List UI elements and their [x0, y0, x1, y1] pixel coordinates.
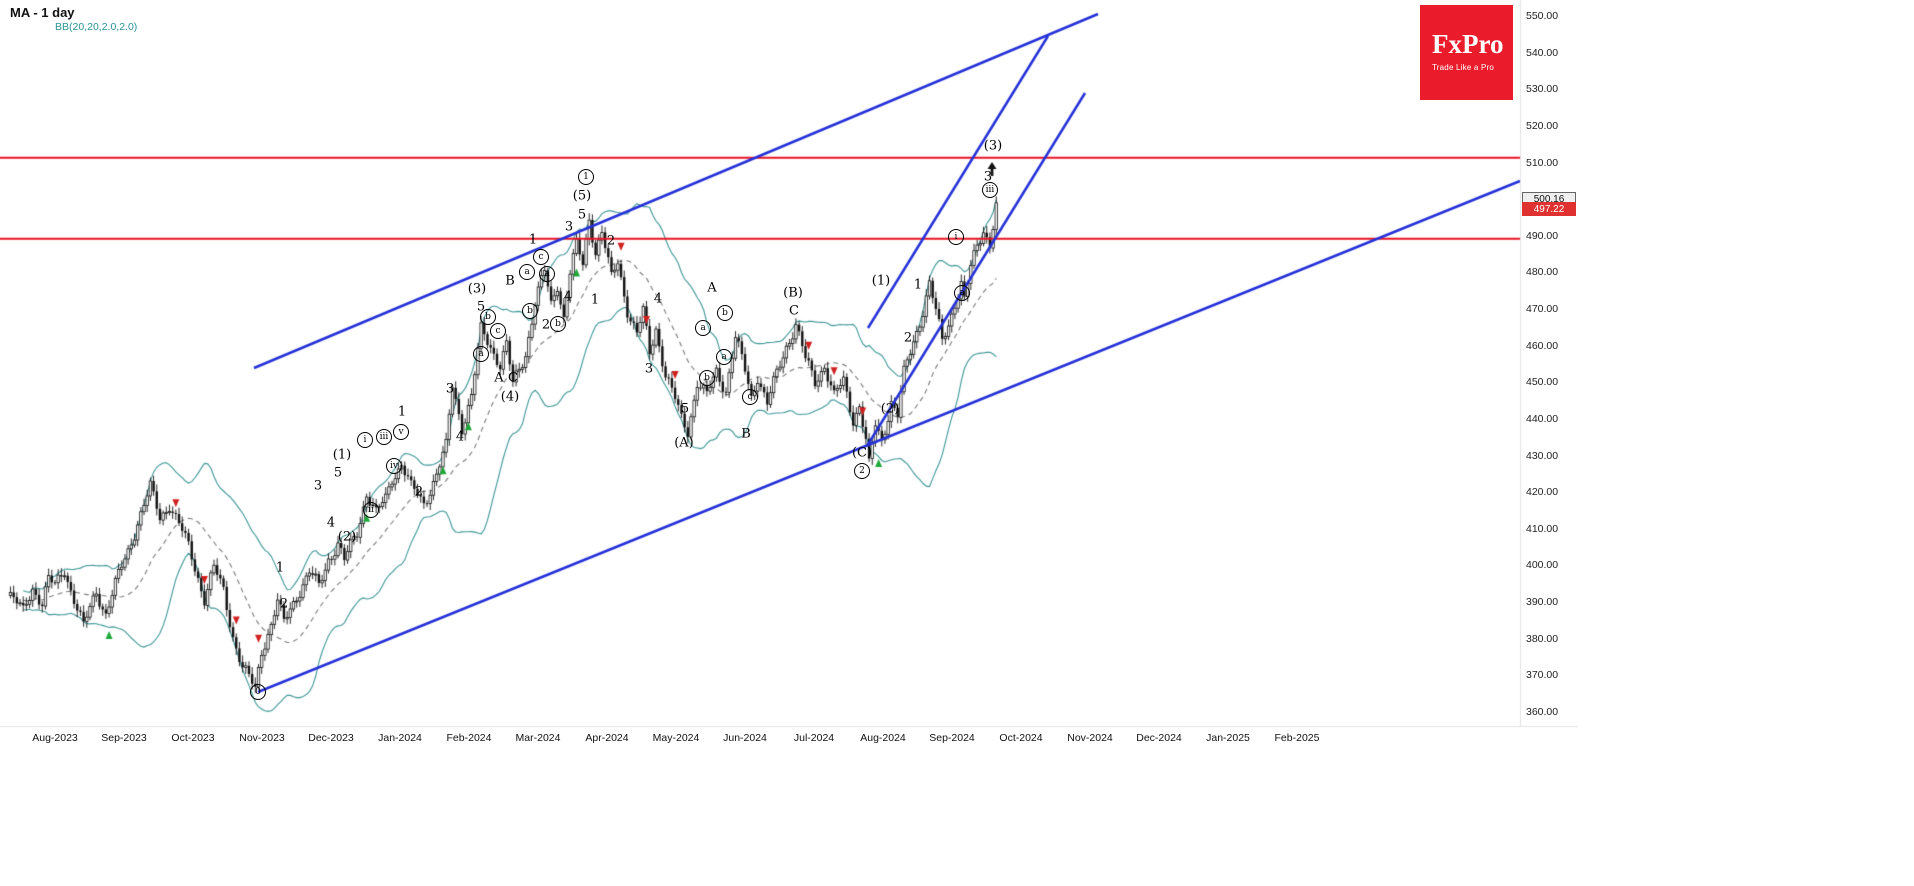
fxpro-brand-text: FxPro	[1432, 29, 1504, 59]
price-tick-label: 400.00	[1526, 559, 1559, 572]
price-tick-label: 540.00	[1526, 46, 1559, 59]
month-label: Jun-2024	[723, 732, 767, 744]
month-label: Nov-2024	[1067, 732, 1113, 744]
indicator-label: BB(20,20,2.0,2.0)	[55, 21, 138, 33]
price-tick-label: 490.00	[1526, 229, 1559, 242]
price-tick-label: 360.00	[1526, 705, 1559, 718]
price-tick-label: 450.00	[1526, 376, 1559, 389]
price-tick-label: 550.00	[1526, 10, 1559, 22]
price-tick-label: 430.00	[1526, 449, 1559, 462]
price-tick-label: 390.00	[1526, 596, 1559, 609]
price-tick-label: 410.00	[1526, 522, 1559, 535]
price-tick-label: 520.00	[1526, 119, 1559, 132]
month-label: Mar-2024	[515, 732, 561, 744]
month-label: Feb-2024	[446, 732, 492, 744]
chart-legend: MA - 1 day BB(20,20,2.0,2.0)	[10, 5, 137, 33]
price-tick-label: 420.00	[1526, 486, 1559, 499]
price-tick-label: 440.00	[1526, 412, 1559, 425]
month-label: Feb-2025	[1274, 732, 1320, 744]
month-label: Sep-2023	[101, 732, 147, 744]
symbol-title: MA - 1 day	[10, 5, 75, 20]
month-label: Dec-2023	[308, 732, 354, 744]
price-tick-label: 510.00	[1526, 156, 1559, 169]
fxpro-logo: FxPro Trade Like a Pro	[1420, 5, 1513, 100]
month-label: Jan-2025	[1206, 732, 1250, 744]
month-label: Oct-2023	[171, 732, 215, 744]
month-label: Apr-2024	[585, 732, 629, 744]
month-label: May-2024	[652, 732, 700, 744]
price-tick-label: 530.00	[1526, 83, 1559, 96]
month-label: Jul-2024	[793, 732, 835, 744]
month-label: Dec-2024	[1136, 732, 1182, 744]
month-label: Jan-2024	[378, 732, 422, 744]
month-label: Oct-2024	[999, 732, 1043, 744]
price-tick-label: 370.00	[1526, 669, 1559, 682]
month-label: Nov-2023	[239, 732, 285, 744]
price-tick-label: 380.00	[1526, 632, 1559, 645]
month-label: Aug-2024	[860, 732, 906, 744]
current-price-tag: 497.22	[1522, 202, 1576, 217]
price-tick-label: 480.00	[1526, 266, 1559, 279]
price-tick-label: 470.00	[1526, 303, 1559, 316]
month-label: Sep-2024	[929, 732, 975, 744]
month-label: Aug-2023	[32, 732, 78, 744]
fxpro-tagline: Trade Like a Pro	[1432, 63, 1495, 72]
price-tick-label: 460.00	[1526, 339, 1559, 352]
